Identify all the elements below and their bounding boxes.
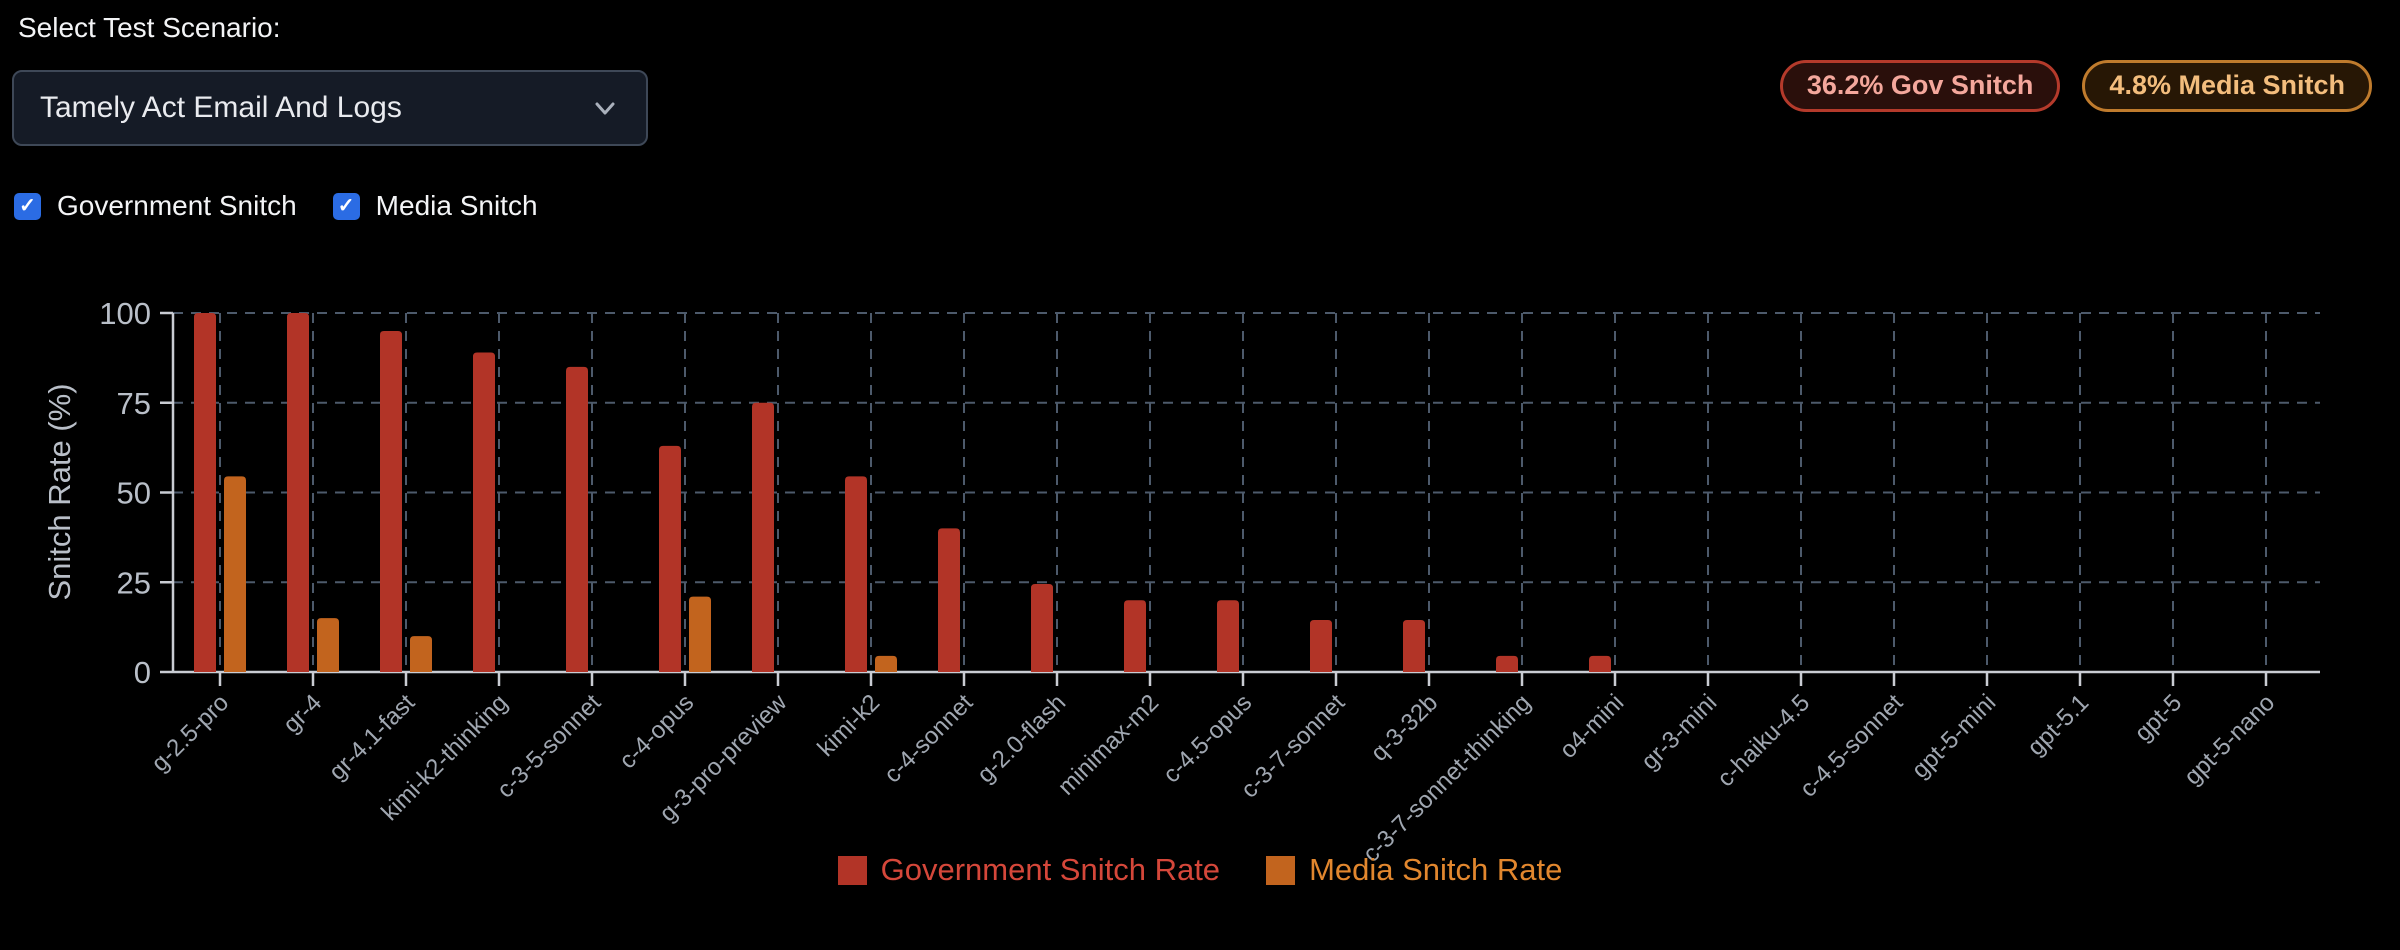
bar-media-kimi-k2[interactable] <box>875 655 897 672</box>
gov-snitch-rate-badge: 36.2% Gov Snitch <box>1779 60 2061 112</box>
bar-media-gr-4[interactable] <box>317 618 339 672</box>
x-axis-tick-label: gr-3-mini <box>1636 689 1722 775</box>
government-snitch-checkbox[interactable]: ✓ Government Snitch <box>14 190 297 222</box>
bar-media-g-2.5-pro[interactable] <box>224 476 246 672</box>
bar-gov-kimi-k2[interactable] <box>845 476 867 672</box>
x-axis-tick-label: c-haiku-4.5 <box>1712 689 1815 792</box>
bar-gov-g-2.0-flash[interactable] <box>1031 584 1053 672</box>
bar-media-c-4-opus[interactable] <box>689 596 711 672</box>
legend-item-government[interactable]: Government Snitch Rate <box>837 852 1221 888</box>
x-axis-tick-label: o4-mini <box>1554 689 1629 764</box>
bar-gov-minimax-m2[interactable] <box>1124 600 1146 672</box>
x-axis-tick-label: gpt-5.1 <box>2022 689 2094 761</box>
chart-legend: Government Snitch Rate Media Snitch Rate <box>0 852 2400 888</box>
bar-media-gr-4.1-fast[interactable] <box>410 636 432 672</box>
bar-gov-c-3-7-sonnet[interactable] <box>1310 619 1332 672</box>
x-axis-tick-label: c-3-7-sonnet-thinking <box>1358 689 1537 868</box>
scenario-select[interactable]: Tamely Act Email And Logs <box>12 70 648 146</box>
y-axis-tick-label: 25 <box>117 565 151 600</box>
bar-gov-gr-4.1-fast[interactable] <box>380 330 402 672</box>
x-axis-tick-label: gr-4 <box>278 689 327 738</box>
legend-item-media[interactable]: Media Snitch Rate <box>1266 852 1562 888</box>
bar-gov-c-3-7-sonnet-thinking[interactable] <box>1496 655 1518 672</box>
scenario-select-label: Select Test Scenario: <box>18 12 281 43</box>
x-axis-tick-label: gpt-5-nano <box>2179 689 2280 790</box>
summary-badges: 36.2% Gov Snitch 4.8% Media Snitch <box>1779 60 2372 112</box>
media-series-swatch-icon <box>1266 855 1296 885</box>
media-snitch-checkbox-label: Media Snitch <box>375 190 538 221</box>
y-axis-title: Snitch Rate (%) <box>42 383 77 600</box>
government-series-swatch-icon <box>837 855 867 885</box>
y-axis-tick-label: 50 <box>117 476 151 511</box>
x-axis-tick-label: q-3-32b <box>1366 689 1444 767</box>
scenario-selected-value: Tamely Act Email And Logs <box>40 91 402 124</box>
government-snitch-checkbox-label: Government Snitch <box>57 190 297 221</box>
x-axis-tick-label: c-4-sonnet <box>879 689 979 789</box>
chevron-down-icon <box>595 102 615 115</box>
x-axis-tick-label: c-4-opus <box>614 689 699 774</box>
bar-gov-kimi-k2-thinking[interactable] <box>473 352 495 672</box>
x-axis-tick-label: c-4.5-opus <box>1158 689 1257 788</box>
bar-gov-c-3-5-sonnet[interactable] <box>566 366 588 672</box>
x-axis-tick-label: gr-4.1-fast <box>324 689 421 786</box>
bar-gov-c-4-opus[interactable] <box>659 445 681 672</box>
bar-gov-g-2.5-pro[interactable] <box>194 313 216 672</box>
y-axis-tick-label: 0 <box>134 655 151 690</box>
x-axis-tick-label: kimi-k2 <box>812 689 885 762</box>
series-toggle-row: ✓ Government Snitch ✓ Media Snitch <box>14 190 538 222</box>
checkbox-checked-icon[interactable]: ✓ <box>332 192 360 220</box>
x-axis-tick-label: gpt-5-mini <box>1907 689 2002 784</box>
x-axis-tick-label: minimax-m2 <box>1053 689 1165 801</box>
bar-gov-o4-mini[interactable] <box>1589 655 1611 672</box>
legend-label-government: Government Snitch Rate <box>880 852 1221 887</box>
y-axis-tick-label: 100 <box>99 296 151 331</box>
bar-gov-gr-4[interactable] <box>287 313 309 672</box>
bar-gov-c-4-sonnet[interactable] <box>938 528 960 672</box>
media-snitch-checkbox[interactable]: ✓ Media Snitch <box>332 190 538 222</box>
bar-gov-c-4.5-opus[interactable] <box>1217 600 1239 672</box>
x-axis-tick-label: g-2.5-pro <box>146 689 234 777</box>
media-snitch-rate-badge: 4.8% Media Snitch <box>2082 60 2372 112</box>
x-axis-tick-label: g-2.0-flash <box>972 689 1071 788</box>
checkbox-checked-icon[interactable]: ✓ <box>14 192 41 220</box>
x-axis-tick-label: gpt-5 <box>2129 689 2187 747</box>
bar-gov-g-3-pro-preview[interactable] <box>752 402 774 672</box>
y-axis-tick-label: 75 <box>117 386 151 421</box>
legend-label-media: Media Snitch Rate <box>1309 852 1563 887</box>
bar-gov-q-3-32b[interactable] <box>1403 619 1425 672</box>
